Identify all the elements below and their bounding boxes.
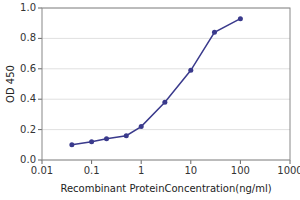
x-tick — [240, 160, 241, 164]
y-tick-label: 1.0 — [20, 2, 36, 13]
point — [89, 139, 94, 144]
x-axis-label: Recombinant ProteinConcentration(ng/ml) — [60, 183, 271, 194]
y-tick — [38, 129, 42, 130]
x-tick-label: 1000 — [277, 165, 300, 176]
x-tick-label: 100 — [231, 165, 250, 176]
y-tick — [38, 8, 42, 9]
y-tick — [38, 38, 42, 39]
line — [72, 19, 241, 145]
x-tick — [290, 160, 291, 164]
y-tick-label: 0.4 — [20, 93, 36, 104]
point — [238, 16, 243, 21]
point — [124, 133, 129, 138]
x-tick-label: 1 — [138, 165, 144, 176]
chart: 0.0 0.2 0.4 0.6 0.8 1.0 0.01 0.1 1 10 100 1000 Recom… — [0, 0, 300, 200]
x-tick-label: 0.1 — [84, 165, 100, 176]
series — [69, 16, 243, 147]
point — [212, 30, 217, 35]
y-tick-label: 0.2 — [20, 124, 36, 135]
y-axis-label: OD 450 — [5, 65, 16, 103]
x-tick — [91, 160, 92, 164]
x-tick-label: 10 — [184, 165, 197, 176]
grid-line — [42, 99, 290, 100]
x-tick — [190, 160, 191, 164]
grid-line — [42, 38, 290, 39]
y-tick — [38, 68, 42, 69]
x-tick-label: 0.01 — [31, 165, 53, 176]
grid-line — [42, 68, 290, 69]
y-tick — [38, 160, 42, 161]
point — [69, 142, 74, 147]
point — [139, 124, 144, 129]
y-tick-label: 0.6 — [20, 63, 36, 74]
point — [188, 68, 193, 73]
x-tick — [42, 160, 43, 164]
y-tick-label: 0.8 — [20, 32, 36, 43]
y-tick-label: 0.0 — [20, 154, 36, 165]
plot-area — [42, 8, 290, 160]
y-tick — [38, 99, 42, 100]
x-tick — [141, 160, 142, 164]
point — [104, 136, 109, 141]
grid-line — [42, 129, 290, 130]
plot-frame — [42, 8, 290, 160]
point — [162, 100, 167, 105]
